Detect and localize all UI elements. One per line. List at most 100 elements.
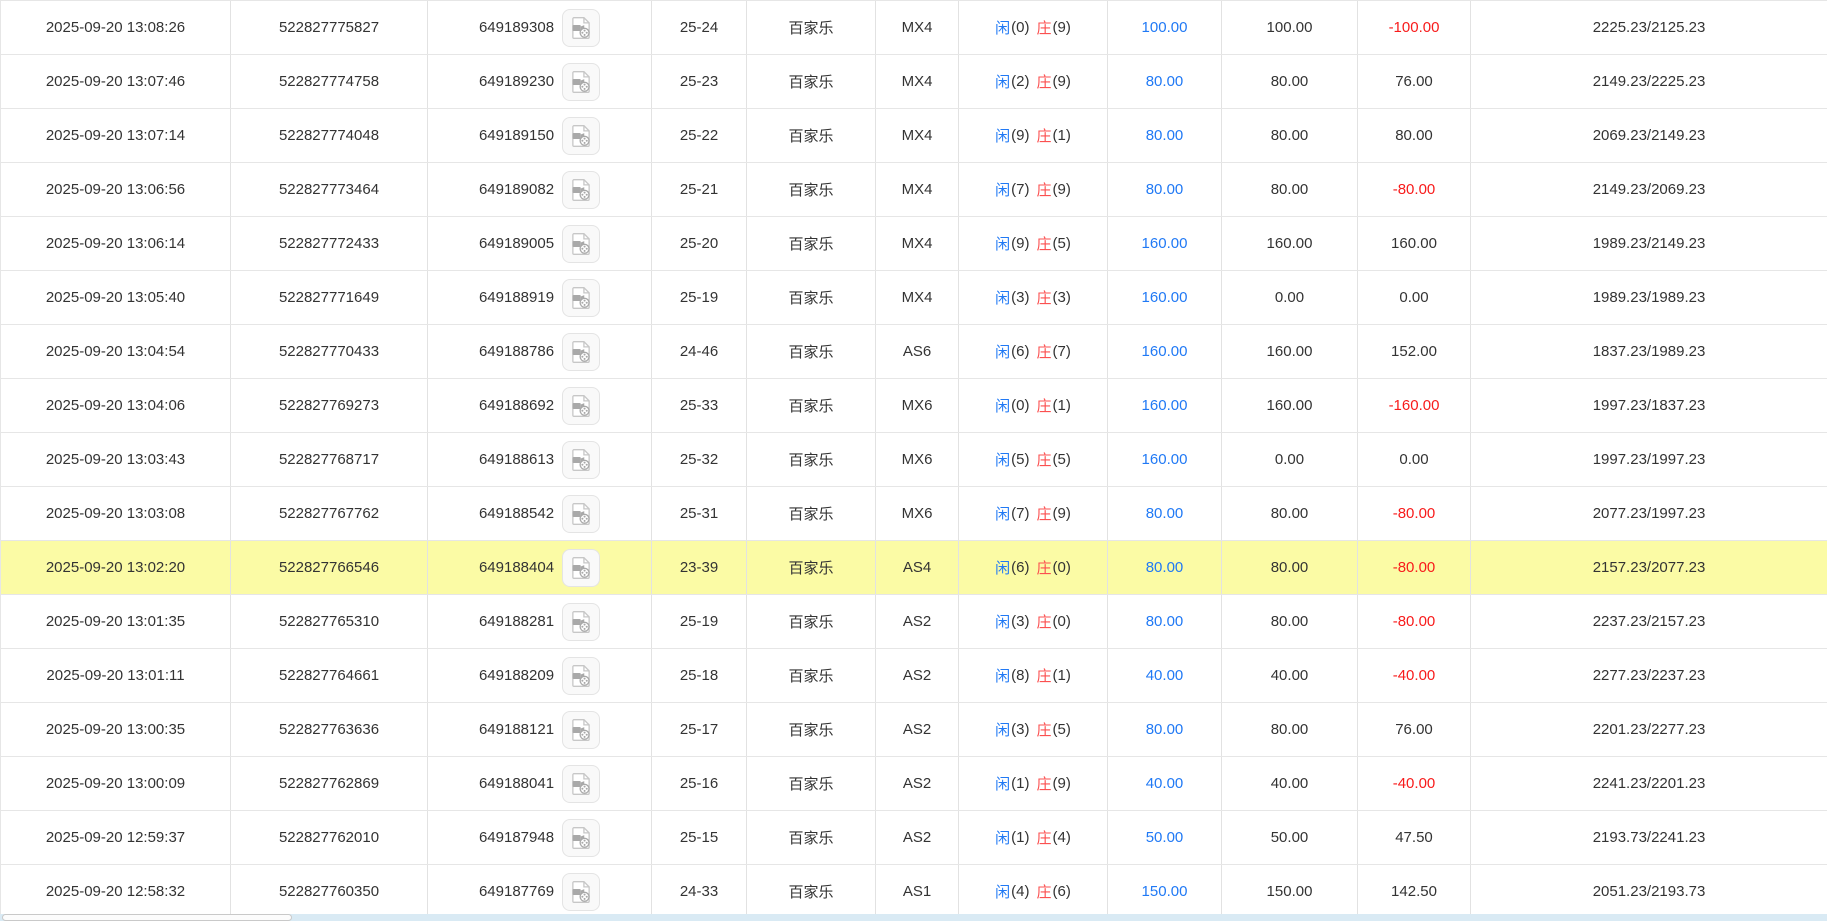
cell-win-loss: -100.00 [1358, 1, 1471, 54]
cell-bet-amount[interactable]: 80.00 [1108, 163, 1222, 216]
cell-bet-amount[interactable]: 160.00 [1108, 271, 1222, 324]
cell-win-loss: 152.00 [1358, 325, 1471, 378]
table-row[interactable]: 2025-09-20 13:01:35 522827765310 649188281… [1, 595, 1827, 649]
cell-bet-amount[interactable]: 80.00 [1108, 541, 1222, 594]
video-replay-button[interactable] [562, 278, 601, 317]
cell-bet-amount[interactable]: 50.00 [1108, 811, 1222, 864]
cell-game-number: 649189082 [428, 163, 652, 216]
video-replay-button[interactable] [562, 116, 601, 155]
cell-balance-before-after: 2225.23/2125.23 [1592, 19, 1706, 36]
game-number-text: 649189308 [478, 19, 555, 36]
video-replay-button[interactable] [562, 224, 601, 263]
video-replay-button[interactable] [562, 386, 601, 425]
table-row[interactable]: 2025-09-20 13:06:56 522827773464 649189082… [1, 163, 1827, 217]
cell-balance-before-after: 2069.23/2149.23 [1592, 127, 1706, 144]
cell-game-number: 649188209 [428, 649, 652, 702]
cell-game-number: 649188404 [428, 541, 652, 594]
cell-win-loss: -80.00 [1358, 541, 1471, 594]
cell-game-number: 649188919 [428, 271, 652, 324]
cell-bet-amount[interactable]: 150.00 [1108, 865, 1222, 918]
banker-result-label: 庄 [1036, 20, 1052, 37]
video-replay-button[interactable] [562, 872, 601, 911]
cell-win-loss: -160.00 [1358, 379, 1471, 432]
table-row[interactable]: 2025-09-20 13:07:14 522827774048 649189150… [1, 109, 1827, 163]
cell-table-code: AS2 [876, 703, 959, 756]
cell-valid-amount: 160.00 [1222, 379, 1358, 432]
cell-round: 25-15 [652, 811, 747, 864]
banker-result-score: (5) [1052, 721, 1071, 738]
video-film-icon [568, 501, 594, 527]
game-number-text: 649188121 [478, 721, 555, 738]
cell-bet-amount[interactable]: 80.00 [1108, 487, 1222, 540]
video-replay-button[interactable] [562, 8, 601, 47]
video-replay-button[interactable] [562, 656, 601, 695]
cell-result: 闲 (0) 庄 (1) [959, 379, 1108, 432]
player-result-score: (7) [1011, 505, 1030, 522]
video-replay-button[interactable] [562, 440, 601, 479]
player-result-score: (6) [1011, 559, 1030, 576]
table-row[interactable]: 2025-09-20 13:05:40 522827771649 649188919… [1, 271, 1827, 325]
banker-result-label: 庄 [1036, 128, 1052, 145]
video-replay-button[interactable] [562, 332, 601, 371]
cell-bet-amount[interactable]: 80.00 [1108, 109, 1222, 162]
video-replay-button[interactable] [562, 170, 601, 209]
video-replay-button[interactable] [562, 602, 601, 641]
cell-game-number: 649188542 [428, 487, 652, 540]
table-row[interactable]: 2025-09-20 13:08:26 522827775827 649189308… [1, 1, 1827, 55]
table-row[interactable]: 2025-09-20 13:07:46 522827774758 649189230… [1, 55, 1827, 109]
horizontal-scrollbar-thumb[interactable] [2, 914, 292, 921]
cell-valid-amount: 80.00 [1222, 109, 1358, 162]
video-film-icon [568, 879, 594, 905]
table-row[interactable]: 2025-09-20 12:58:32 522827760350 649187769… [1, 865, 1827, 919]
video-replay-button[interactable] [562, 818, 601, 857]
cell-game-number: 649188121 [428, 703, 652, 756]
banker-result-label: 庄 [1036, 560, 1052, 577]
cell-game-name: 百家乐 [747, 595, 876, 648]
cell-bet-amount[interactable]: 160.00 [1108, 433, 1222, 486]
table-row-selected[interactable]: 2025-09-20 13:02:20 522827766546 649188404… [1, 541, 1827, 595]
cell-bet-number: 522827764661 [231, 649, 428, 702]
cell-result: 闲 (1) 庄 (4) [959, 811, 1108, 864]
cell-bet-number: 522827770433 [231, 325, 428, 378]
cell-bet-amount[interactable]: 80.00 [1108, 55, 1222, 108]
cell-table-code: MX4 [876, 163, 959, 216]
cell-bet-amount[interactable]: 80.00 [1108, 703, 1222, 756]
table-row[interactable]: 2025-09-20 13:01:11 522827764661 649188209… [1, 649, 1827, 703]
cell-bet-amount[interactable]: 40.00 [1108, 757, 1222, 810]
cell-game-number: 649188613 [428, 433, 652, 486]
player-result-label: 闲 [995, 236, 1011, 253]
cell-round: 25-31 [652, 487, 747, 540]
video-replay-button[interactable] [562, 710, 601, 749]
cell-bet-amount[interactable]: 100.00 [1108, 1, 1222, 54]
cell-bet-amount[interactable]: 80.00 [1108, 595, 1222, 648]
cell-bet-number: 522827774048 [231, 109, 428, 162]
banker-result-score: (9) [1052, 505, 1071, 522]
video-replay-button[interactable] [562, 62, 601, 101]
table-row[interactable]: 2025-09-20 13:00:09 522827762869 649188041… [1, 757, 1827, 811]
table-row[interactable]: 2025-09-20 13:03:43 522827768717 649188613… [1, 433, 1827, 487]
player-result-score: (6) [1011, 343, 1030, 360]
table-row[interactable]: 2025-09-20 13:04:54 522827770433 649188786… [1, 325, 1827, 379]
cell-bet-amount[interactable]: 160.00 [1108, 325, 1222, 378]
horizontal-scrollbar[interactable] [0, 914, 1827, 921]
table-row[interactable]: 2025-09-20 12:59:37 522827762010 649187948… [1, 811, 1827, 865]
banker-result-score: (9) [1052, 181, 1071, 198]
cell-bet-time: 2025-09-20 13:04:54 [1, 325, 231, 378]
cell-bet-amount[interactable]: 160.00 [1108, 217, 1222, 270]
cell-bet-number: 522827765310 [231, 595, 428, 648]
table-row[interactable]: 2025-09-20 13:06:14 522827772433 649189005… [1, 217, 1827, 271]
table-row[interactable]: 2025-09-20 13:00:35 522827763636 649188121… [1, 703, 1827, 757]
table-row[interactable]: 2025-09-20 13:03:08 522827767762 649188542… [1, 487, 1827, 541]
cell-game-number: 649188281 [428, 595, 652, 648]
table-row[interactable]: 2025-09-20 13:04:06 522827769273 649188692… [1, 379, 1827, 433]
game-number-text: 649188041 [478, 775, 555, 792]
video-replay-button[interactable] [562, 764, 601, 803]
video-replay-button[interactable] [562, 548, 601, 587]
game-number-text: 649189082 [478, 181, 555, 198]
game-number-text: 649188919 [478, 289, 555, 306]
cell-valid-amount: 40.00 [1222, 757, 1358, 810]
cell-table-code: MX6 [876, 487, 959, 540]
cell-bet-amount[interactable]: 40.00 [1108, 649, 1222, 702]
cell-bet-amount[interactable]: 160.00 [1108, 379, 1222, 432]
video-replay-button[interactable] [562, 494, 601, 533]
